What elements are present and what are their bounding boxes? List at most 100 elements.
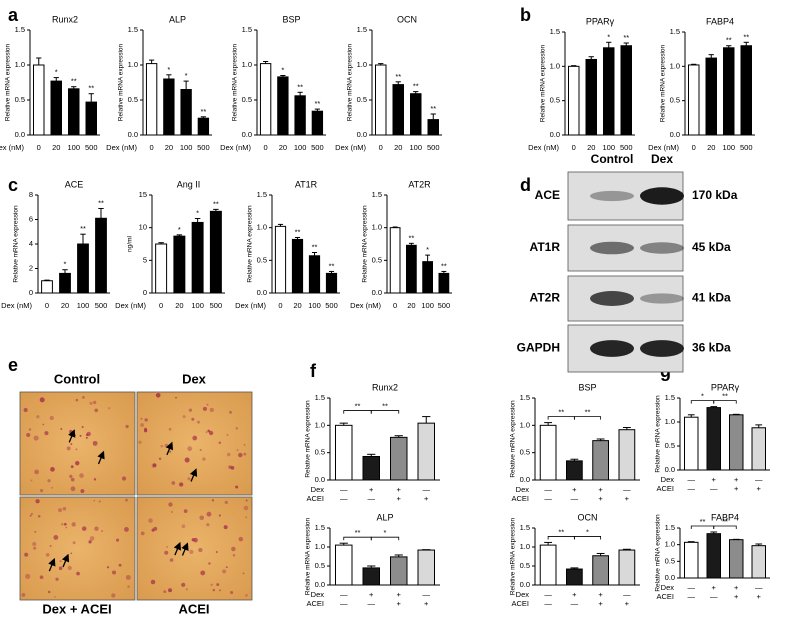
y-tick-label: 0.0 [257,288,267,297]
significance: ** [98,198,104,207]
bar [209,210,222,294]
cell [106,566,110,569]
condition-value: + [397,494,402,503]
blot-band [640,340,684,357]
x-tick-label: 500 [197,143,210,152]
condition-label: ACEI [656,592,674,601]
cell [51,486,53,489]
y-axis-label: Relative mRNA expression [362,205,369,283]
panel-letter: e [8,355,18,375]
condition-label: ACEI [306,599,324,608]
arrow [68,429,76,443]
cell [243,452,247,456]
cell [164,550,169,555]
cell [74,434,76,437]
comparison-bracket [690,400,715,404]
cell [98,500,101,503]
y-axis-label: Relative mRNA expression [655,514,662,592]
cell [30,512,33,516]
cell [29,514,32,517]
cell [168,427,172,431]
chart-title: FABP4 [706,16,734,26]
comparison-label: ** [355,402,361,411]
x-tick-label: 500 [620,143,633,152]
arrow [165,441,174,456]
chart-title: Ang II [177,179,201,189]
condition-label: Dex [516,590,530,599]
cell [152,463,157,468]
significance: ** [200,107,206,116]
cell [242,572,245,575]
bar-chart: OCN Relative mRNA expression 0.0 0.5 1.0 1.5 0… [335,14,442,152]
histology-label: Control [54,371,100,386]
significance: ** [408,233,414,242]
bar [539,424,557,481]
blot-band [590,291,634,306]
x-tick-label: 0 [37,143,41,152]
cell [92,440,98,446]
bar [163,78,175,136]
bar [410,93,422,136]
comparison-bracket [343,536,372,541]
cell [34,469,40,475]
condition-label: Dex [311,485,325,494]
bar [729,414,744,471]
x-tick-label: 20 [394,143,402,152]
histology-image [19,496,136,601]
condition-label: ACEI [656,484,674,493]
x-tick-label: 100 [409,143,422,152]
x-axis-label: Dex (nM) [528,143,559,152]
cell [230,466,235,470]
cell [50,467,55,472]
condition-label: Dex [311,590,325,599]
bar [706,533,721,579]
condition-value: — [710,484,718,493]
bar [705,57,717,136]
cell [187,446,193,452]
panel-letter: b [520,5,531,25]
cell [160,444,164,448]
bar [568,65,580,136]
bar [723,47,735,136]
condition-value: — [340,494,348,503]
cell [92,400,97,405]
x-tick-label: 0 [159,301,163,310]
y-tick-label: 0.0 [550,130,560,139]
y-tick-label: 1.5 [15,25,25,34]
cell [224,500,228,505]
cell [171,481,176,485]
cell [81,526,87,531]
comparison-label: ** [585,408,591,417]
comparison-bracket [713,525,737,529]
cell [127,585,130,588]
cell [75,448,78,451]
condition-value: — [340,599,348,608]
blot-column-label: Dex [651,152,673,166]
comparison-bracket [370,536,400,541]
condition-value: + [598,494,603,503]
cell [185,588,188,591]
cell [138,440,142,444]
comparison-bracket [573,536,602,540]
bar [155,243,168,294]
condition-label: Dex [661,583,675,592]
chart-title: Runx2 [52,14,78,24]
y-tick-label: 1.0 [128,60,138,69]
arrow [173,541,182,556]
cell [39,489,44,493]
x-tick-label: 500 [438,301,451,310]
cell [125,574,131,580]
cell [85,436,88,439]
cell [75,398,79,402]
blot-band [640,293,684,304]
cell [245,594,248,597]
histology-label: Dex [182,371,207,386]
cell [70,477,75,482]
cell [28,428,32,431]
significance: * [607,32,610,41]
condition-value: + [369,590,374,599]
cell [216,583,220,587]
